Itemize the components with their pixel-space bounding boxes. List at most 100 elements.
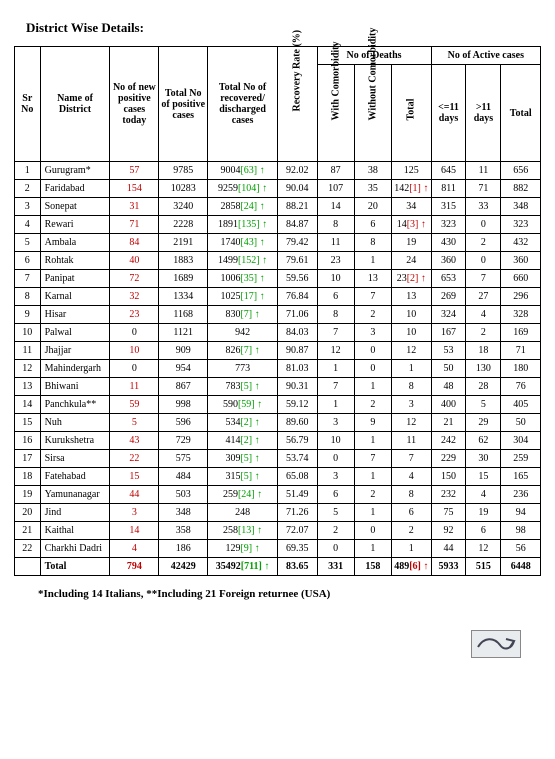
table-row: 22Charkhi Dadri4186129[9] ↑69.3501144125…: [15, 540, 541, 558]
cell: 304: [501, 432, 541, 450]
cell: 89.60: [277, 414, 317, 432]
cell: 315[5] ↑: [208, 468, 278, 486]
cell: 11: [392, 432, 432, 450]
cell: 489[6] ↑: [392, 558, 432, 576]
cell: 10: [317, 270, 354, 288]
cell: Fatehabad: [40, 468, 110, 486]
cell: 43: [110, 432, 159, 450]
cell: 21: [15, 522, 41, 540]
cell: 167: [431, 324, 466, 342]
cell: 90.04: [277, 180, 317, 198]
cell: 1: [354, 252, 391, 270]
footnote: *Including 14 Italians, **Including 21 F…: [38, 588, 541, 600]
cell: Jhajjar: [40, 342, 110, 360]
cell: 42429: [159, 558, 208, 576]
cell: 7: [317, 324, 354, 342]
cell: 0: [110, 360, 159, 378]
table-row: 21Kaithal14358258[13] ↑72.0720292698: [15, 522, 541, 540]
cell: 12: [392, 414, 432, 432]
cell: 2858[24] ↑: [208, 198, 278, 216]
cell: 0: [466, 252, 501, 270]
cell: 7: [15, 270, 41, 288]
cell: 7: [354, 288, 391, 306]
cell: 12: [15, 360, 41, 378]
cell: 23: [317, 252, 354, 270]
cell: 154: [110, 180, 159, 198]
cell: 909: [159, 342, 208, 360]
cell: 6: [392, 504, 432, 522]
cell: 10: [110, 342, 159, 360]
cell: 4: [466, 306, 501, 324]
cell: 0: [354, 360, 391, 378]
cell: 84: [110, 234, 159, 252]
table-row: 12Mahindergarh095477381.0310150130180: [15, 360, 541, 378]
cell: 14: [110, 522, 159, 540]
cell: 5: [15, 234, 41, 252]
cell: 84.87: [277, 216, 317, 234]
cell: 69.35: [277, 540, 317, 558]
cell: 0: [466, 216, 501, 234]
cell: 142[1] ↑: [392, 180, 432, 198]
cell: 14: [317, 198, 354, 216]
cell: 503: [159, 486, 208, 504]
cell: 11: [110, 378, 159, 396]
cell: 5933: [431, 558, 466, 576]
cell: 24: [392, 252, 432, 270]
cell: 258[13] ↑: [208, 522, 278, 540]
cell: 8: [317, 216, 354, 234]
cell: Rewari: [40, 216, 110, 234]
cell: 324: [431, 306, 466, 324]
district-table: Sr No Name of District No of new positiv…: [14, 46, 541, 576]
cell: 71.26: [277, 504, 317, 522]
cell: 180: [501, 360, 541, 378]
cell: 32: [110, 288, 159, 306]
cell: 84.03: [277, 324, 317, 342]
cell: 30: [466, 450, 501, 468]
table-row: 17Sirsa22575309[5] ↑53.7407722930259: [15, 450, 541, 468]
cell: 1025[17] ↑: [208, 288, 278, 306]
cell: 31: [110, 198, 159, 216]
page-title: District Wise Details:: [26, 20, 541, 36]
table-row: 5Ambala8421911740[43] ↑79.42118194302432: [15, 234, 541, 252]
cell: 998: [159, 396, 208, 414]
col-gt11: >11 days: [466, 65, 501, 162]
cell: 8: [392, 486, 432, 504]
table-row: 9Hisar231168830[7] ↑71.0682103244328: [15, 306, 541, 324]
table-row: 19Yamunanagar44503259[24] ↑51.4962823242…: [15, 486, 541, 504]
cell: Palwal: [40, 324, 110, 342]
cell: Sonepat: [40, 198, 110, 216]
cell: 11: [15, 342, 41, 360]
cell: 660: [501, 270, 541, 288]
cell: 484: [159, 468, 208, 486]
cell: 83.65: [277, 558, 317, 576]
signature-box: [14, 630, 541, 661]
cell: 259[24] ↑: [208, 486, 278, 504]
cell: 9004[63] ↑: [208, 162, 278, 180]
cell: 242: [431, 432, 466, 450]
cell: 10283: [159, 180, 208, 198]
cell: 360: [501, 252, 541, 270]
cell: 8: [392, 378, 432, 396]
cell: 21: [431, 414, 466, 432]
cell: 653: [431, 270, 466, 288]
col-d-total: Total: [392, 65, 432, 162]
cell: 269: [431, 288, 466, 306]
table-row: 18Fatehabad15484315[5] ↑65.0831415015165: [15, 468, 541, 486]
cell: 2191: [159, 234, 208, 252]
cell: 22: [15, 540, 41, 558]
cell: 1334: [159, 288, 208, 306]
cell: 12: [466, 540, 501, 558]
cell: 18: [466, 342, 501, 360]
cell: 2: [354, 486, 391, 504]
cell: 90.31: [277, 378, 317, 396]
cell: Total: [40, 558, 110, 576]
cell: 3: [354, 324, 391, 342]
cell: 62: [466, 432, 501, 450]
table-row: 14Panchkula**59998590[59] ↑59.1212340054…: [15, 396, 541, 414]
cell: 20: [354, 198, 391, 216]
cell: 7: [392, 450, 432, 468]
cell: 186: [159, 540, 208, 558]
cell: 515: [466, 558, 501, 576]
cell: 432: [501, 234, 541, 252]
cell: 7: [354, 450, 391, 468]
